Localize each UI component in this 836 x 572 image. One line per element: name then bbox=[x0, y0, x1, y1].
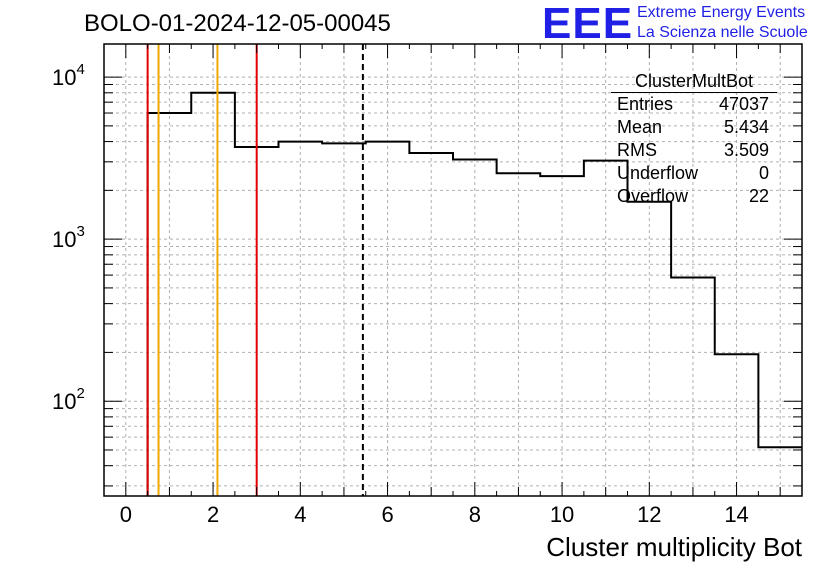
stats-row-overflow: Overflow 22 bbox=[611, 185, 777, 208]
stats-label: RMS bbox=[617, 140, 657, 160]
stats-value: 3.509 bbox=[723, 140, 769, 160]
histogram-bin bbox=[279, 142, 323, 496]
logo-text-line1: Extreme Energy Events bbox=[637, 4, 806, 21]
histogram-bin bbox=[497, 173, 541, 496]
stats-value: 47037 bbox=[718, 94, 769, 114]
x-tick-label: 2 bbox=[207, 502, 219, 527]
x-axis-ticks: 0 2 4 6 8 10 12 14 bbox=[120, 44, 781, 527]
stats-label: Overflow bbox=[617, 186, 689, 206]
x-tick-label: 14 bbox=[724, 502, 748, 527]
histogram-bin bbox=[715, 354, 759, 496]
histogram-bin bbox=[366, 142, 410, 496]
logo-text-line2: La Scienza nelle Scuole bbox=[637, 24, 808, 41]
x-tick-label: 4 bbox=[294, 502, 306, 527]
x-tick-label: 12 bbox=[637, 502, 661, 527]
histogram-bin bbox=[628, 202, 672, 496]
stats-label: Entries bbox=[617, 94, 674, 114]
stats-value: 0 bbox=[758, 163, 769, 183]
stats-value: 5.434 bbox=[723, 117, 769, 137]
grid-lines bbox=[104, 44, 802, 496]
x-tick-label: 0 bbox=[120, 502, 132, 527]
stats-label: Underflow bbox=[617, 163, 699, 183]
x-tick-label: 6 bbox=[381, 502, 393, 527]
stats-box: ClusterMultBot Entries 47037 Mean 5.434 … bbox=[611, 70, 777, 208]
stats-label: Mean bbox=[617, 117, 663, 137]
eee-logo: EEE bbox=[542, 0, 634, 48]
histogram-bin bbox=[148, 113, 192, 496]
x-tick-label: 8 bbox=[469, 502, 481, 527]
y-axis-ticks: 102 103 104 bbox=[52, 61, 802, 487]
histogram-bin bbox=[453, 160, 497, 496]
stats-title: ClusterMultBot bbox=[611, 70, 777, 93]
histogram-bin bbox=[191, 93, 235, 496]
stats-value: 22 bbox=[748, 186, 769, 206]
histogram-bin bbox=[540, 176, 584, 496]
histogram-bin bbox=[409, 153, 453, 496]
x-axis-label: Cluster multiplicity Bot bbox=[546, 532, 802, 562]
stats-row-underflow: Underflow 0 bbox=[611, 162, 777, 185]
chart-title: BOLO-01-2024-12-05-00045 bbox=[84, 10, 391, 37]
histogram-bin bbox=[584, 161, 628, 496]
y-tick-label: 103 bbox=[52, 223, 85, 252]
y-tick-label: 104 bbox=[52, 61, 85, 90]
histogram-bin bbox=[671, 277, 715, 496]
histogram-bin bbox=[322, 143, 366, 496]
stats-row-entries: Entries 47037 bbox=[611, 93, 777, 116]
stats-row-rms: RMS 3.509 bbox=[611, 139, 777, 162]
x-tick-label: 10 bbox=[550, 502, 574, 527]
stats-row-mean: Mean 5.434 bbox=[611, 116, 777, 139]
histogram-outline bbox=[146, 91, 802, 496]
y-tick-label: 102 bbox=[52, 385, 85, 414]
